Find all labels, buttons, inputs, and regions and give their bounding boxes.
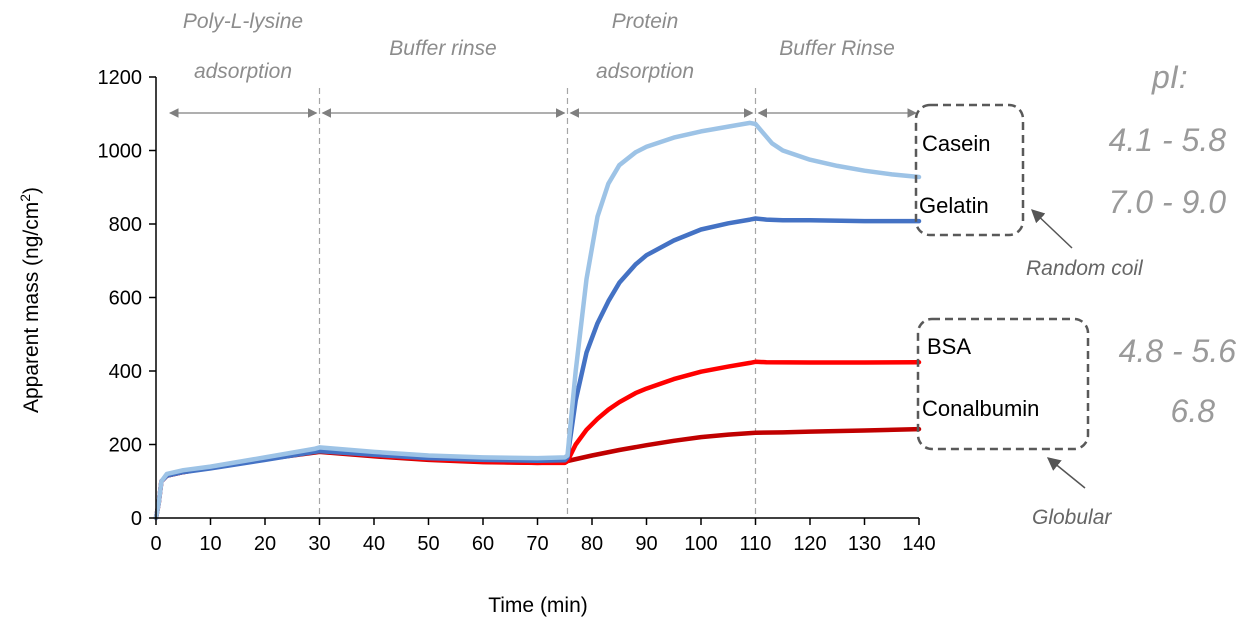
phase-label: adsorption	[596, 60, 694, 83]
y-tick-label: 800	[109, 214, 142, 236]
phase-label: Buffer Rinse	[779, 37, 895, 60]
pi-value-gelatin: 7.0 - 9.0	[1109, 184, 1227, 220]
series-line-gelatin	[153, 216, 922, 521]
pi-value-bsa: 4.8 - 5.6	[1119, 333, 1237, 369]
legend-label-casein: Casein	[922, 131, 990, 156]
legend-label-conalbumin: Conalbumin	[922, 396, 1039, 421]
x-tick-label: 0	[150, 533, 161, 555]
x-tick-label: 10	[199, 533, 221, 555]
phase-label: adsorption	[194, 60, 292, 83]
phase-annotations: Poly-L-lysine adsorption Buffer rinse Prote…	[168, 10, 917, 518]
y-tick-label: 1200	[98, 67, 143, 89]
x-tick-label: 120	[793, 533, 826, 555]
pi-header: pI:	[1151, 59, 1188, 95]
x-tick-label: 70	[526, 533, 548, 555]
x-tick-label: 50	[417, 533, 439, 555]
x-tick-label: 130	[848, 533, 881, 555]
phase-label: Buffer rinse	[389, 37, 496, 60]
legend-annotations: Casein Gelatin BSA Conalbumin pI: 4.1 - …	[914, 59, 1237, 529]
globular-group-box	[916, 317, 1090, 451]
phase-label: Protein	[612, 10, 679, 33]
y-tick-label: 400	[109, 361, 142, 383]
random-coil-pointer-arrow	[1031, 209, 1073, 249]
series-line-conalbumin	[153, 426, 922, 521]
x-tick-label: 140	[902, 533, 935, 555]
axis-ticks: 0 10 20 30 40 50 60 70 80 90 100 110 120 130 140 0 200 40…	[98, 67, 936, 555]
series-lines	[153, 120, 922, 521]
x-tick-label: 80	[581, 533, 603, 555]
y-tick-label: 200	[109, 435, 142, 457]
legend-label-bsa: BSA	[927, 334, 971, 359]
globular-class-label: Globular	[1032, 506, 1112, 529]
phase-label: Poly-L-lysine	[183, 10, 303, 33]
random-coil-group-box	[914, 103, 1025, 237]
x-tick-label: 20	[254, 533, 276, 555]
legend-label-gelatin: Gelatin	[919, 193, 989, 218]
series-line-casein	[153, 120, 922, 521]
pi-value-conalbumin: 6.8	[1171, 393, 1216, 429]
pi-value-casein: 4.1 - 5.8	[1109, 122, 1227, 158]
random-coil-class-label: Random coil	[1026, 257, 1144, 280]
x-tick-label: 30	[308, 533, 330, 555]
y-tick-label: 1000	[98, 141, 143, 163]
x-tick-label: 60	[472, 533, 494, 555]
series-line-bsa	[153, 359, 922, 521]
y-axis-title: Apparent mass (ng/cm2)	[17, 187, 43, 413]
x-tick-label: 40	[363, 533, 385, 555]
y-tick-label: 600	[109, 288, 142, 310]
x-tick-label: 90	[635, 533, 657, 555]
x-tick-label: 100	[684, 533, 717, 555]
x-tick-label: 110	[740, 533, 772, 555]
x-axis-title: Time (min)	[488, 594, 588, 617]
axes	[155, 77, 919, 519]
y-tick-label: 0	[131, 508, 142, 530]
globular-pointer-arrow	[1046, 457, 1086, 489]
